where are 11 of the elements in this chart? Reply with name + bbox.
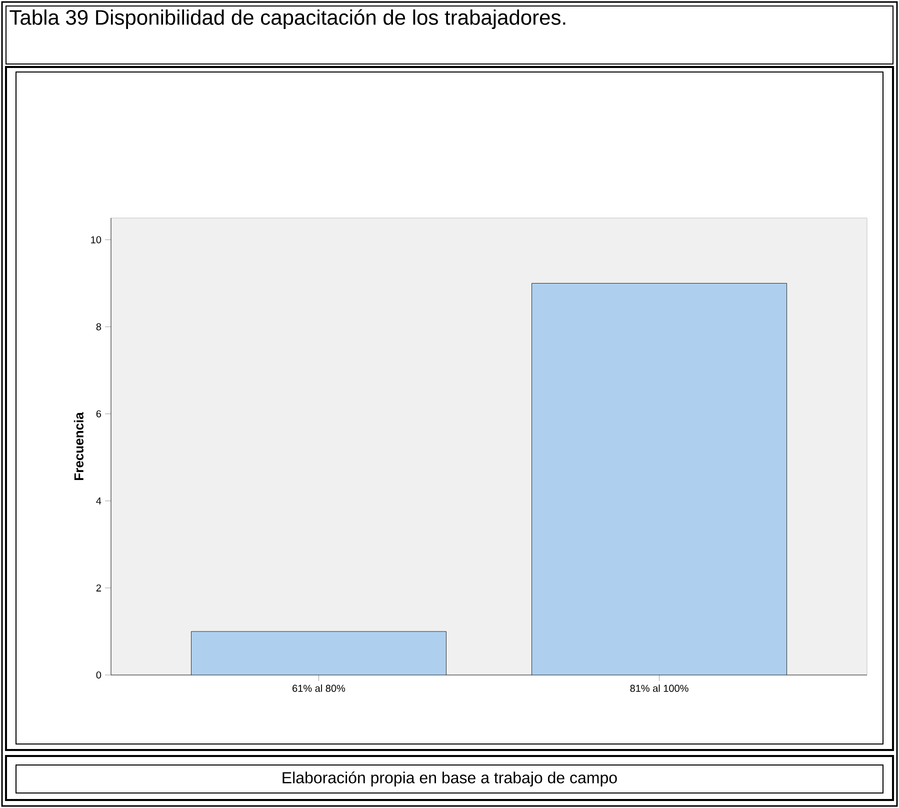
y-tick-label: 8 bbox=[96, 323, 102, 330]
y-tick-label: 10 bbox=[91, 236, 102, 244]
y-tick-label: 2 bbox=[96, 584, 101, 592]
y-tick-label: 4 bbox=[96, 497, 102, 504]
x-tick-label: 61% al 80% bbox=[292, 684, 346, 692]
x-tick-label: 81% al 100% bbox=[630, 684, 688, 692]
y-axis-title: Frecuencia bbox=[74, 412, 84, 480]
chart-title: Tabla 39 Disponibilidad de capacitación de los trabajadores. bbox=[10, 9, 566, 30]
y-tick-label: 0 bbox=[96, 671, 102, 679]
text: Elaboración propia en base a trabajo de campo bbox=[282, 771, 617, 787]
y-tick-label: 6 bbox=[96, 410, 102, 418]
